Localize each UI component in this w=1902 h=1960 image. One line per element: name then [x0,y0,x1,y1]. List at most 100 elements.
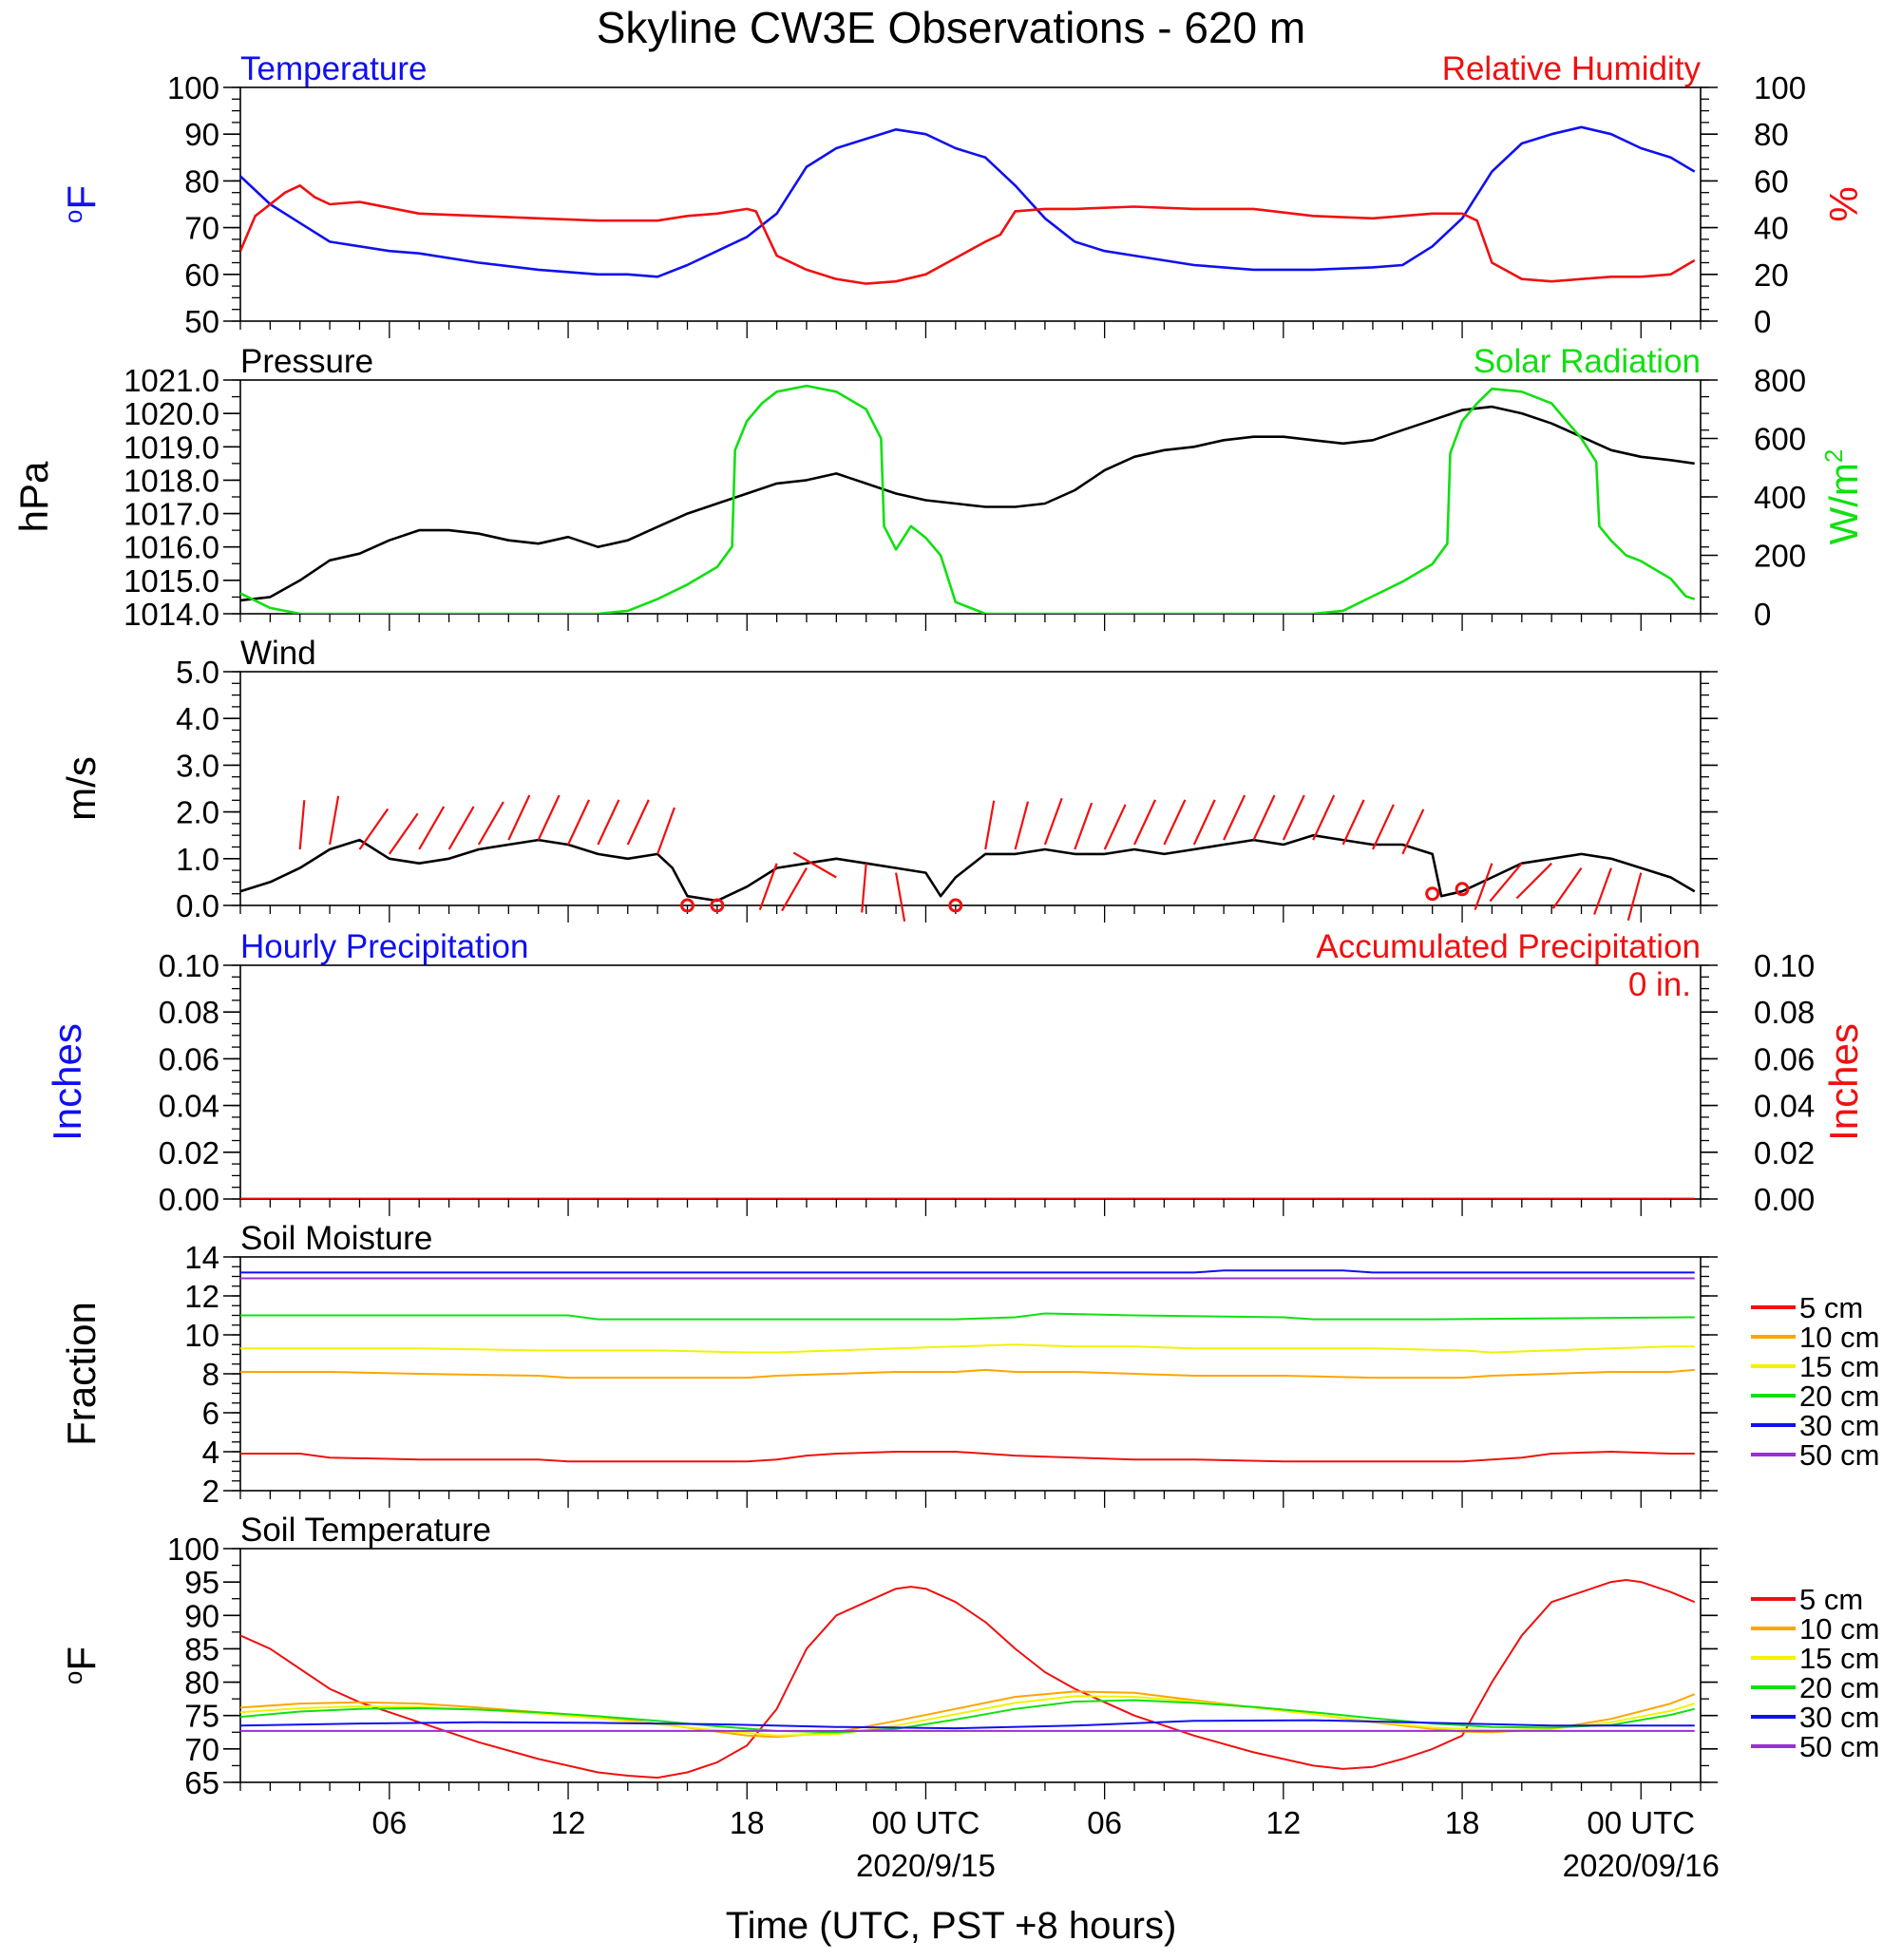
wind-barb [329,795,340,846]
wind-barb [792,851,837,879]
legend-label-15-cm: 15 cm [1799,1642,1879,1675]
wind-barb [1133,799,1156,846]
y-tick-label-left: 100 [167,70,219,105]
calm-marker [710,898,725,913]
y-tick-label-right: 80 [1754,117,1789,152]
y-tick-label-left: 65 [184,1765,219,1800]
calm-marker [1455,882,1470,897]
x-tick-label: 00 UTC [1587,1805,1695,1840]
y-tick-label-left: 2.0 [176,795,219,830]
wind-barb [1489,862,1523,903]
wind-barb [984,800,996,850]
wind-barb [895,872,906,922]
y-tick-label-left: 80 [184,163,219,199]
y-tick-label-left: 4.0 [176,701,219,736]
y-tick-label-left: 90 [184,117,219,152]
y-axis-label-right: W/m2 [1819,449,1866,545]
y-tick-label-right: 60 [1754,163,1789,199]
y-tick-label-left: 75 [184,1699,219,1734]
plot-area [240,1579,1696,1779]
y-tick-label-right: 20 [1754,257,1789,293]
y-axis-label-left: m/s [59,756,104,821]
legend-label-20-cm: 20 cm [1799,1671,1879,1704]
y-tick-label-left: 5.0 [176,655,219,690]
series-line-5-cm [240,1451,1695,1463]
plot-area [240,384,1696,614]
x-tick-label: 00 UTC [872,1805,980,1840]
y-tick-label-left: 1017.0 [124,497,219,532]
x-tick-label: 12 [551,1805,586,1840]
legend-label-30-cm: 30 cm [1799,1409,1879,1442]
series-line-10-cm [240,1690,1696,1739]
y-tick-label-right: 0.10 [1754,948,1815,983]
y-tick-label-left: 90 [184,1598,219,1633]
wind-barb [358,808,390,850]
wind-barb [597,799,620,846]
y-tick-label-left: 2 [202,1474,219,1509]
y-axis-label-left: oF [59,1646,104,1684]
x-tick-label: 18 [730,1805,765,1840]
wind-barb [418,806,446,850]
y-tick-label-left: 50 [184,304,219,339]
wind-barb [1515,862,1552,900]
wind-barb [781,867,808,912]
plot-frame [239,671,1702,906]
wind-barb [298,800,306,850]
y-tick-label-left: 1.0 [176,842,219,877]
wind-barb [388,812,419,855]
y-tick-label-left: 1021.0 [124,363,219,398]
y-tick-label-right: 0.00 [1754,1182,1815,1217]
x-axis-label: Time (UTC, PST +8 hours) [726,1905,1177,1947]
x-date-label: 2020/09/16 [1563,1848,1720,1883]
plot-frame [239,86,1702,322]
calm-marker [680,898,694,913]
wind-barb [1163,799,1187,846]
y-tick-label-right: 0.04 [1754,1089,1815,1124]
series-line-10-cm [240,1368,1695,1380]
wind-barb [1192,799,1216,846]
y-tick-label-left: 100 [167,1532,219,1567]
series-line-wind [240,833,1696,903]
wind-barb [1282,794,1305,841]
panel-title-left: Wind [240,635,316,672]
wind-barb [758,863,778,910]
series-line-5-cm [240,1579,1696,1779]
wind-barb [1401,809,1425,855]
y-tick-label-right: 0.06 [1754,1041,1815,1076]
y-tick-label-left: 95 [184,1565,219,1600]
y-tick-label-right: 0 [1754,304,1771,339]
y-tick-label-left: 14 [184,1240,219,1275]
y-axis-label-left-degree-symbol: o [59,1671,87,1684]
panel-title-left: Temperature [240,50,427,87]
wind-barb [1626,872,1643,922]
y-tick-label-left: 0.02 [159,1135,219,1170]
y-tick-label-left: 1019.0 [124,429,219,465]
legend-label-20-cm: 20 cm [1799,1380,1879,1413]
series-line-pressure [240,405,1695,602]
y-tick-label-left: 0.00 [159,1182,219,1217]
wind-barb [1074,802,1094,850]
wind-barb [1593,867,1612,915]
y-tick-label-left: 0.10 [159,948,219,983]
wind-barbs [298,794,1643,922]
panel-pressure_solar: 1021.01020.01019.01018.01017.01016.01015… [11,343,1866,632]
y-tick-label-left: 10 [184,1318,219,1353]
y-tick-label-left: 12 [184,1279,219,1314]
wind-barb [567,799,590,846]
y-tick-label-right: 0.08 [1754,995,1815,1030]
plot-area [240,833,1696,903]
y-tick-label-left: 3.0 [176,748,219,783]
plot-area [240,125,1696,285]
wind-barb [1341,799,1365,846]
figure-title: Skyline CW3E Observations - 620 m [597,3,1306,52]
panel-temperature_humidity: 100 90 80 70 60 50 100 80 60 40 20 0 Temperature Rela… [59,50,1866,339]
accumulated-annotation: 0 in. [1628,966,1691,1003]
panel-precipitation: 0.10 0.08 0.06 0.04 0.02 0.00 0.10 0.08 0.06 0.04… [45,928,1866,1217]
y-axis-label-right: % [1821,186,1866,221]
